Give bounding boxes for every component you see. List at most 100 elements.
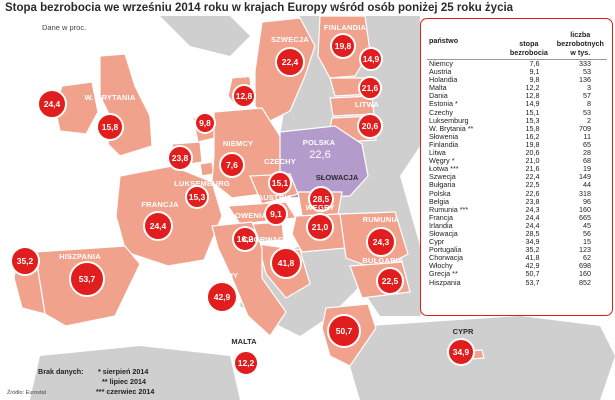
- cell-count: 318: [579, 188, 591, 198]
- label-francja: FRANCJA: [141, 200, 179, 209]
- svg-text:41,8: 41,8: [278, 258, 295, 268]
- cell-country: Estonia *: [429, 99, 458, 109]
- label-dania: DANIA: [226, 71, 251, 80]
- bubble-slowenia: 16,2: [232, 226, 258, 252]
- bubble-luksemburg: 15,3: [185, 185, 209, 209]
- cell-rate: 15,1: [525, 107, 540, 117]
- table-row: Litwa 20,6 28: [427, 148, 607, 158]
- svg-text:9,1: 9,1: [270, 209, 282, 219]
- cell-count: 3: [587, 83, 591, 93]
- legend-item-jul: ** lipiec 2014: [102, 377, 146, 386]
- table-row: Czechy 15,1 53: [427, 107, 607, 117]
- label-malta: MALTA: [231, 337, 257, 346]
- table-row: Niemcy 7,6 333: [427, 59, 607, 68]
- cell-count: 11: [583, 131, 591, 141]
- cell-rate: 20,6: [525, 148, 540, 158]
- cell-rate: 28,5: [525, 228, 540, 238]
- label-chorwacja: CHORWACJA: [243, 235, 294, 244]
- svg-text:28,5: 28,5: [313, 194, 330, 204]
- table-row: Portugalia 35,2 123: [427, 246, 607, 254]
- svg-text:24,3: 24,3: [373, 237, 390, 247]
- cell-count: 698: [579, 261, 591, 271]
- svg-text:15,1: 15,1: [272, 178, 289, 188]
- table-row: Holandia 9,8 136: [427, 76, 607, 84]
- cell-country: Dania: [429, 91, 448, 101]
- cell-rate: 12,8: [525, 91, 540, 101]
- cell-country: Grecja **: [429, 269, 458, 279]
- table-row: Hiszpania 53,7 852: [427, 277, 607, 287]
- label-irlandia: IRLANDIA: [33, 77, 71, 86]
- cell-country: Litwa: [429, 148, 446, 158]
- svg-text:16,2: 16,2: [237, 234, 254, 244]
- svg-text:14,9: 14,9: [363, 54, 380, 64]
- cell-rate: 15,8: [525, 123, 540, 133]
- cell-rate: 15,3: [525, 115, 540, 125]
- label-slowacja: SŁOWACJA: [316, 173, 359, 182]
- table-row: Polska 22,6 318: [427, 188, 607, 198]
- table-row: Bułgaria 22,5 44: [427, 181, 607, 189]
- cell-country: Polska: [429, 188, 451, 198]
- cell-count: 65: [583, 139, 591, 149]
- svg-text:15,3: 15,3: [189, 192, 206, 202]
- svg-text:42,9: 42,9: [214, 292, 231, 302]
- cell-country: Austria: [429, 67, 452, 77]
- table-row: Słowacja 28,5 56: [427, 228, 607, 238]
- label-holandia: HOLANDIA: [184, 103, 226, 112]
- bubble-szwecja: 22,4: [275, 47, 305, 77]
- cell-country: Malta: [429, 83, 447, 93]
- header-count: liczba bezrobotnych w tys.: [556, 30, 604, 57]
- header-rate: stopa bezrobocia: [509, 39, 548, 57]
- bubble-irlandia: 24,4: [37, 89, 67, 119]
- cell-rate: 14,9: [525, 99, 540, 109]
- bubble-wlochy: 42,9: [206, 281, 238, 313]
- cell-count: 123: [579, 245, 591, 255]
- svg-text:15,8: 15,8: [102, 122, 119, 132]
- country-luksemburg: [199, 161, 215, 177]
- cell-rate: 42,9: [525, 261, 540, 271]
- europe-map: IRLANDIA 24,4 W. BRYTANIA 15,8 HOLANDIA …: [2, 16, 615, 400]
- bubble-litwa: 20,6: [357, 113, 383, 139]
- svg-text:22,5: 22,5: [382, 276, 399, 286]
- cell-rate: 53,7: [525, 277, 540, 287]
- cell-count: 19: [583, 164, 591, 174]
- cell-count: 96: [583, 196, 591, 206]
- cell-rate: 12,2: [525, 83, 540, 93]
- bubble-wegry: 21,0: [306, 213, 334, 241]
- svg-text:19,8: 19,8: [335, 41, 352, 51]
- label-austria: AUSTRIA: [258, 193, 293, 202]
- bubble-hiszpania: 53,7: [69, 261, 105, 297]
- cell-count: 62: [583, 253, 591, 263]
- svg-text:21,6: 21,6: [362, 83, 379, 93]
- cell-rate: 16,2: [525, 131, 540, 141]
- cell-count: 15: [583, 237, 591, 247]
- cell-rate: 24,4: [525, 220, 540, 230]
- label-luksemburg: LUKSEMBURG: [174, 179, 230, 188]
- cell-count: 709: [579, 123, 591, 133]
- cell-country: Łotwa ***: [429, 164, 459, 174]
- cell-rate: 22,4: [525, 172, 540, 182]
- cell-country: Hiszpania: [429, 277, 461, 287]
- bubble-holandia: 9,8: [194, 112, 216, 134]
- cell-count: 160: [579, 204, 591, 214]
- data-table-panel: państwo stopa bezrobocia liczba bezrobot…: [420, 18, 613, 316]
- svg-text:50,7: 50,7: [336, 326, 353, 336]
- label-niemcy: NIEMCY: [223, 139, 253, 148]
- cell-country: Chorwacja: [429, 253, 463, 263]
- value-polska: 22,6: [309, 149, 330, 161]
- table-row: Austria 9,1 53: [427, 67, 607, 77]
- cell-rate: 35,2: [525, 245, 540, 255]
- label-szwecja: SZWECJA: [271, 35, 309, 44]
- data-table: państwo stopa bezrobocia liczba bezrobot…: [427, 23, 607, 287]
- table-row: Francja 24,4 665: [427, 213, 607, 222]
- cell-rate: 22,5: [525, 180, 540, 190]
- cell-count: 149: [579, 172, 591, 182]
- bubble-niemcy: 7,6: [219, 152, 245, 178]
- table-row: Chorwacja 41,8 62: [427, 254, 607, 262]
- legend-item-aug: * sierpień 2014: [98, 367, 149, 376]
- label-bulgaria: BUŁGARIA: [362, 256, 404, 265]
- cell-rate: 9,1: [529, 67, 540, 77]
- table-row: Węgry * 21,0 68: [427, 157, 607, 165]
- svg-text:7,6: 7,6: [226, 160, 238, 170]
- table-header: państwo stopa bezrobocia liczba bezrobot…: [427, 23, 607, 60]
- bubble-malta: 12,2: [233, 350, 259, 376]
